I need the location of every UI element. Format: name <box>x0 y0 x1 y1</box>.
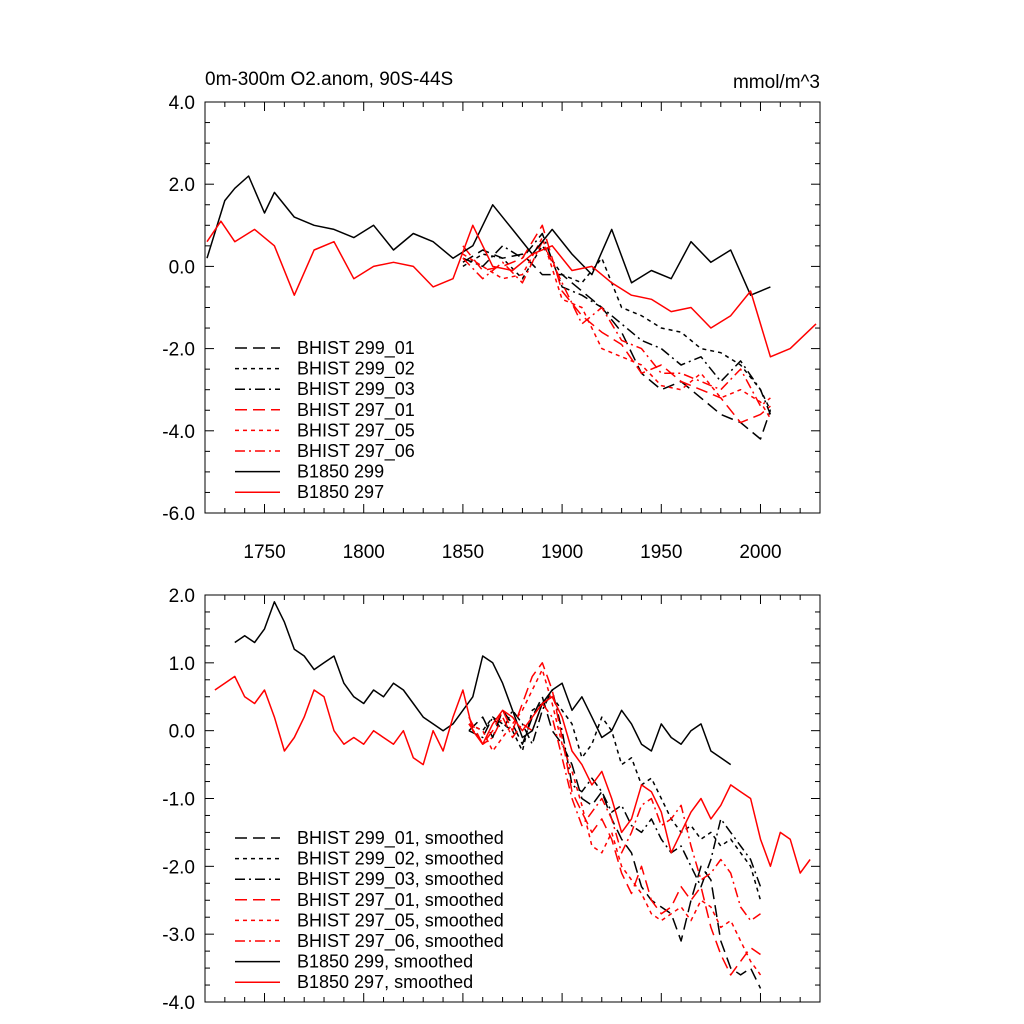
series-line <box>462 249 772 440</box>
y-tick-label: -3.0 <box>162 925 195 946</box>
series-line <box>468 689 762 888</box>
legend-label: B1850 297, smoothed <box>297 972 473 992</box>
legend-label: BHIST 299_03, smoothed <box>297 869 504 890</box>
x-tick-label: 1750 <box>243 542 285 563</box>
x-tick-label: 2000 <box>739 542 781 563</box>
y-tick-label: -6.0 <box>162 504 195 525</box>
legend-label: BHIST 299_02, smoothed <box>297 849 504 870</box>
legend-label: BHIST 297_05 <box>297 420 415 441</box>
series-line <box>462 224 771 424</box>
series-line <box>462 240 771 407</box>
legend-label: B1850 297 <box>297 482 384 502</box>
bottom-chart: 2.0 1.0 0.0 -1.0 -2.0 -3.0 -4.0 BHIST 299_01, s… <box>162 586 821 1014</box>
series-line <box>468 696 762 989</box>
series-line <box>462 236 772 419</box>
x-tick-label: 1950 <box>640 542 682 563</box>
y-tick-label: -4.0 <box>162 993 195 1014</box>
legend-label: BHIST 297_01, smoothed <box>297 890 504 911</box>
series-line <box>206 220 817 358</box>
y-tick-label: -4.0 <box>162 422 195 443</box>
legend-label: BHIST 297_06, smoothed <box>297 931 504 952</box>
legend-label: BHIST 297_06 <box>297 441 415 462</box>
legend-label: BHIST 297_05, smoothed <box>297 910 504 931</box>
y-tick-label: 0.0 <box>169 257 195 278</box>
x-tick-label: 1900 <box>541 542 583 563</box>
legend-label: BHIST 299_02 <box>297 359 415 380</box>
y-tick-label: 2.0 <box>169 175 195 196</box>
y-tick-label: -2.0 <box>162 857 195 878</box>
legend-label: BHIST 299_03 <box>297 379 415 400</box>
legend-label: BHIST 299_01, smoothed <box>297 828 504 849</box>
series-line <box>214 675 811 874</box>
series-line <box>462 245 772 411</box>
series-line <box>234 601 732 766</box>
y-tick-label: -1.0 <box>162 790 195 811</box>
chart-title: 0m-300m O2.anom, 90S-44S <box>205 69 453 90</box>
y-tick-label: -2.0 <box>162 340 195 361</box>
y-tick-label: 4.0 <box>169 93 195 114</box>
series-line <box>462 232 772 415</box>
y-tick-label: 0.0 <box>169 722 195 743</box>
y-tick-label: 2.0 <box>169 586 195 607</box>
series-line <box>468 662 761 976</box>
legend-label: BHIST 299_01 <box>297 338 415 359</box>
units-label: mmol/m^3 <box>733 72 820 93</box>
legend-label: BHIST 297_01 <box>297 400 415 421</box>
y-tick-label: 1.0 <box>169 654 195 675</box>
legend-label: B1850 299, smoothed <box>297 952 473 972</box>
series-line <box>468 696 762 901</box>
series-line <box>468 668 762 976</box>
series-line <box>468 702 761 922</box>
legend-label: B1850 299 <box>297 462 384 482</box>
top-chart: 0m-300m O2.anom, 90S-44S mmol/m^3 1750 18… <box>162 69 821 563</box>
series-line <box>206 175 771 296</box>
x-tick-label: 1800 <box>343 542 385 563</box>
x-tick-label: 1850 <box>442 542 484 563</box>
